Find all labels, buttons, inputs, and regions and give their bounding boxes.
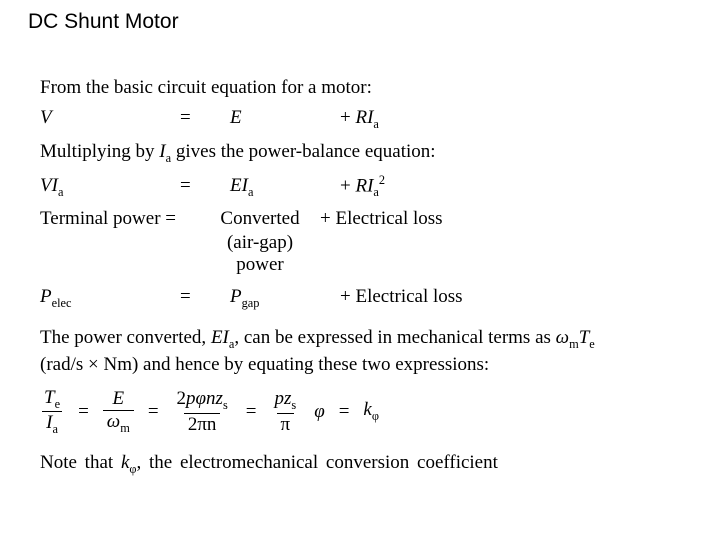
frac-2: E ωm — [103, 389, 134, 435]
eq1-rhs-b-var: RI — [355, 107, 373, 128]
line2-post: gives the power-balance equation: — [171, 141, 435, 162]
eq1-rhs-a: E — [230, 107, 242, 128]
para-c: (rad/s × Nm) and hence by equating these… — [40, 354, 489, 375]
f1-num-sub: e — [55, 396, 60, 410]
f3-num-var: pφnz — [186, 388, 223, 409]
air-gap-label-1: (air-gap) — [200, 232, 320, 254]
frac-4: pzs π — [270, 389, 300, 435]
frac-1: Te Ia — [40, 388, 64, 437]
note-b: , the electromechanical conversion coeff… — [137, 452, 498, 473]
equation-1: V = E + RIa — [40, 107, 690, 132]
intro-line-2: Multiplying by Ia gives the power-balanc… — [40, 139, 690, 166]
deriv-k-sub: φ — [372, 409, 379, 423]
f1-num-var: T — [44, 387, 55, 408]
eq2-rhs-b-var: RI — [355, 175, 373, 196]
deriv-eq4: = — [339, 401, 350, 423]
deriv-k-var: k — [363, 399, 371, 420]
eq3-equals: = — [180, 286, 230, 308]
para-sub3: e — [589, 336, 594, 350]
eq2-lhs-var: VI — [40, 175, 58, 196]
eq3-rhs-a-var: P — [230, 286, 242, 307]
f4-num-var: pz — [274, 388, 291, 409]
f3-num-sub: s — [223, 398, 228, 412]
eq2-rhs-a-var: EI — [230, 175, 248, 196]
eq1-equals: = — [180, 107, 230, 129]
eq1-rhs-b-sub: a — [373, 116, 378, 130]
content-area: From the basic circuit equation for a mo… — [40, 75, 690, 478]
eq1-plus: + — [340, 107, 355, 128]
paragraph-conversion: The power converted, EIa, can be express… — [40, 325, 690, 378]
terminal-power-row: Terminal power = Converted + Electrical … — [40, 208, 690, 230]
para-a: The power converted, — [40, 327, 211, 348]
eq3-lhs-var: P — [40, 286, 52, 307]
deriv-eq1: = — [78, 401, 89, 423]
eq2-rhs-b-sub: a — [373, 185, 378, 199]
eq2-lhs-sub: a — [58, 185, 63, 199]
air-gap-label-2: power — [200, 254, 320, 276]
intro-line-1: From the basic circuit equation for a mo… — [40, 75, 690, 101]
f4-den: π — [281, 414, 291, 435]
eq3-rhs-a-sub: gap — [242, 296, 260, 310]
equation-2: VIa = EIa + RIa2 — [40, 173, 690, 200]
eq2-rhs-a-sub: a — [248, 185, 253, 199]
eq2-equals: = — [180, 175, 230, 197]
f3-num-a: 2 — [177, 388, 187, 409]
para-var2: ω — [556, 327, 569, 348]
f2-num: E — [112, 388, 124, 409]
terminal-left: Terminal power = — [40, 208, 200, 230]
eq1-lhs: V — [40, 107, 52, 128]
f2-den-sub: m — [120, 421, 130, 435]
deriv-phi: φ — [314, 401, 325, 423]
deriv-eq2: = — [148, 401, 159, 423]
deriv-eq3: = — [246, 401, 257, 423]
para-sub2: m — [569, 336, 579, 350]
eq2-rhs-b-sup: 2 — [379, 173, 385, 187]
para-var1: EI — [211, 327, 229, 348]
f4-num-sub: s — [291, 398, 296, 412]
note-line: Note that kφ, the electromechanical conv… — [40, 450, 690, 477]
page-title: DC Shunt Motor — [28, 10, 179, 34]
f2-den-var: ω — [107, 411, 120, 432]
equation-3: Pelec = Pgap + Electrical loss — [40, 286, 690, 311]
f3-den: 2πn — [188, 414, 217, 435]
note-a: Note that — [40, 452, 121, 473]
terminal-right: + Electrical loss — [320, 208, 690, 230]
para-var3: T — [579, 327, 590, 348]
note-sub: φ — [129, 462, 136, 476]
terminal-mid: Converted — [200, 208, 320, 230]
para-b: , can be expressed in mechanical terms a… — [234, 327, 555, 348]
eq3-rhs-b: + Electrical loss — [340, 286, 690, 308]
frac-3: 2pφnzs 2πn — [173, 389, 232, 435]
line2-pre: Multiplying by — [40, 141, 159, 162]
f1-den-sub: a — [52, 422, 57, 436]
eq2-plus: + — [340, 175, 355, 196]
derivation-row: Te Ia = E ωm = 2pφnzs 2πn = pzs π φ = kφ — [40, 388, 690, 437]
eq3-lhs-sub: elec — [52, 296, 72, 310]
